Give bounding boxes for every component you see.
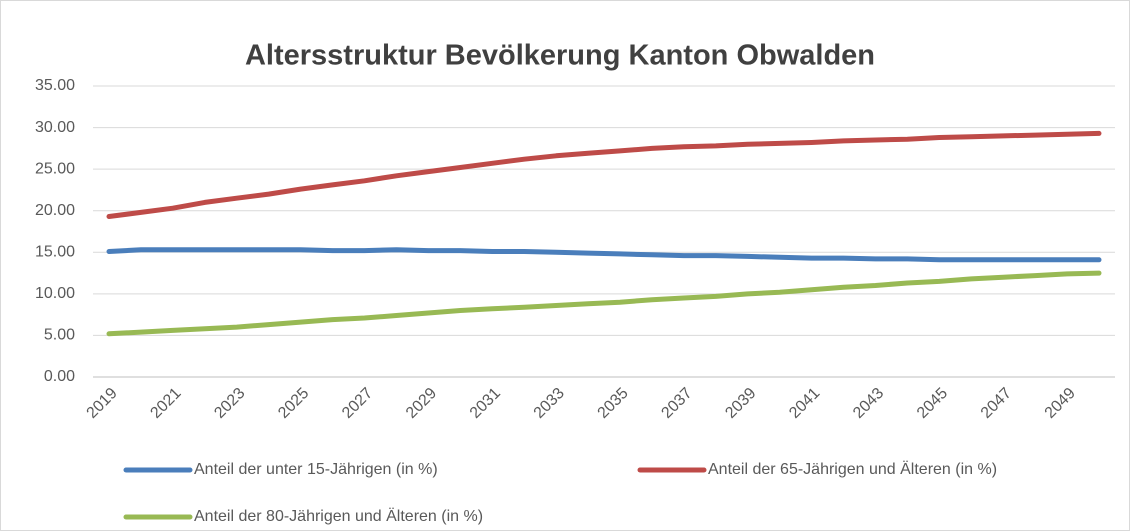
y-tick-label: 15.00 [35,244,75,261]
chart-title: Altersstruktur Bevölkerung Kanton Obwald… [245,40,875,72]
legend-label: Anteil der 80-Jährigen und Älteren (in %… [194,507,483,525]
y-tick-label: 0.00 [44,368,75,385]
y-tick-label: 20.00 [35,202,75,219]
legend-label: Anteil der unter 15-Jährigen (in %) [194,461,438,478]
y-tick-label: 25.00 [35,160,75,177]
series-line [106,270,1102,337]
series-line [106,247,1102,263]
y-tick-label: 30.00 [35,119,75,136]
series-line [106,130,1102,219]
y-tick-label: 10.00 [35,285,75,302]
legend-label: Anteil der 65-Jährigen und Älteren (in %… [708,460,997,478]
y-tick-label: 35.00 [35,77,75,94]
y-tick-label: 5.00 [44,327,75,344]
